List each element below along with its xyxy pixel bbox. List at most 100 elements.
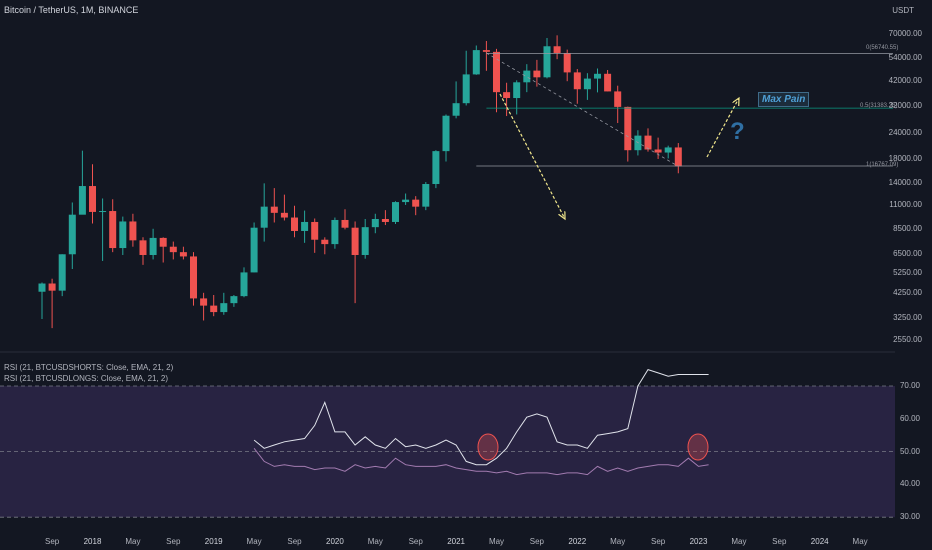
time-tick: 2018: [83, 537, 102, 546]
time-tick: Sep: [287, 537, 302, 546]
fib-trendline: [486, 52, 679, 167]
price-tick: 6500.00: [893, 248, 922, 258]
candle-body: [179, 252, 187, 257]
candle-body: [139, 240, 147, 255]
candle-body: [311, 221, 319, 240]
candle-body: [412, 199, 420, 207]
candle: [119, 216, 127, 255]
price-tick: 2550.00: [893, 335, 922, 344]
candle-body: [38, 283, 46, 292]
candle: [159, 237, 167, 263]
rsi-tick: 60.00: [899, 413, 920, 423]
candle: [371, 213, 379, 234]
candle: [583, 73, 591, 100]
question-mark-annotation[interactable]: ?: [730, 118, 745, 145]
rsi-shorts-line: [253, 369, 709, 466]
rsi-shorts-legend[interactable]: RSI (21, BTCUSDSHORTS: Close, EMA, 21, 2…: [4, 363, 174, 372]
drawing-overlays: [476, 52, 893, 461]
rsi-longs-legend[interactable]: RSI (21, BTCUSDLONGS: Close, EMA, 21, 2): [4, 374, 169, 383]
candle: [78, 150, 86, 215]
candle-body: [523, 70, 531, 83]
candle: [99, 198, 107, 261]
candle-body: [594, 73, 601, 79]
candle: [654, 137, 662, 159]
candle-body: [664, 147, 672, 153]
candle-body: [129, 221, 137, 241]
candle-body: [573, 72, 581, 90]
price-tick: 24000.00: [888, 127, 922, 137]
candle-body: [482, 50, 490, 52]
time-tick: May: [367, 537, 383, 546]
candle-body: [169, 246, 177, 253]
candle-body: [563, 52, 571, 73]
candle-body: [220, 303, 228, 313]
candle: [58, 254, 66, 297]
candle-body: [533, 70, 541, 78]
candle-body: [240, 272, 248, 297]
candle-body: [68, 214, 76, 255]
candle: [341, 209, 349, 230]
price-tick: 18000.00: [888, 154, 922, 164]
candle-body: [422, 184, 430, 207]
candle-body: [381, 218, 389, 222]
max-pain-label[interactable]: Max Pain: [758, 92, 810, 107]
candle-body: [604, 73, 612, 92]
candle: [361, 218, 369, 259]
candle-body: [402, 199, 410, 203]
candle-body: [89, 186, 96, 212]
candle-body: [614, 91, 622, 107]
time-tick: 2024: [810, 537, 829, 546]
rsi-tick: 50.00: [899, 446, 920, 456]
rsi-panel: [253, 369, 709, 476]
candle-body: [361, 227, 369, 255]
candle-body: [513, 82, 521, 99]
candle-body: [371, 218, 379, 228]
candle: [422, 182, 430, 211]
price-tick: 5250.00: [893, 268, 922, 278]
candle-body: [200, 298, 208, 306]
price-tick: 32000.00: [888, 101, 922, 111]
up-arrow: [706, 98, 739, 158]
candle: [179, 246, 187, 260]
price-unit: USDT: [892, 6, 914, 15]
time-tick: May: [246, 537, 262, 546]
candle-body: [291, 217, 298, 231]
candle: [210, 295, 218, 317]
candle: [392, 201, 399, 225]
time-tick: 2021: [447, 537, 465, 546]
candle-body: [674, 147, 682, 167]
candle-body: [270, 206, 278, 213]
candle: [351, 221, 359, 304]
symbol-title[interactable]: Bitcoin / TetherUS, 1M, BINANCE: [4, 5, 139, 15]
candle-body: [58, 254, 66, 291]
candle: [604, 70, 612, 92]
candle-body: [583, 78, 591, 90]
candle: [301, 210, 309, 243]
time-tick: May: [488, 537, 505, 546]
price-tick: 42000.00: [888, 76, 922, 86]
candle: [89, 164, 96, 224]
time-tick: Sep: [772, 537, 787, 546]
candle-body: [230, 296, 238, 304]
time-tick: Sep: [529, 537, 545, 546]
candlestick-series: [38, 35, 682, 329]
candle-body: [159, 237, 167, 247]
rsi-tick: 40.00: [899, 479, 920, 489]
time-tick: Sep: [166, 537, 181, 546]
time-tick: 2022: [568, 537, 587, 546]
candle: [543, 38, 551, 79]
candle-body: [331, 219, 339, 245]
candle: [190, 252, 197, 306]
candle-body: [452, 103, 460, 116]
price-tick: 8500.00: [893, 223, 922, 233]
time-tick: 2023: [689, 537, 708, 546]
time-tick: Sep: [650, 537, 666, 546]
fib-level-05-label: 0.5(31383.25): [860, 103, 898, 109]
candle-body: [503, 92, 511, 99]
rsi-tick: 30.00: [899, 512, 920, 522]
price-tick: 11000.00: [889, 199, 922, 209]
candle: [594, 68, 601, 93]
candle-body: [301, 221, 309, 231]
time-tick: May: [125, 537, 141, 546]
